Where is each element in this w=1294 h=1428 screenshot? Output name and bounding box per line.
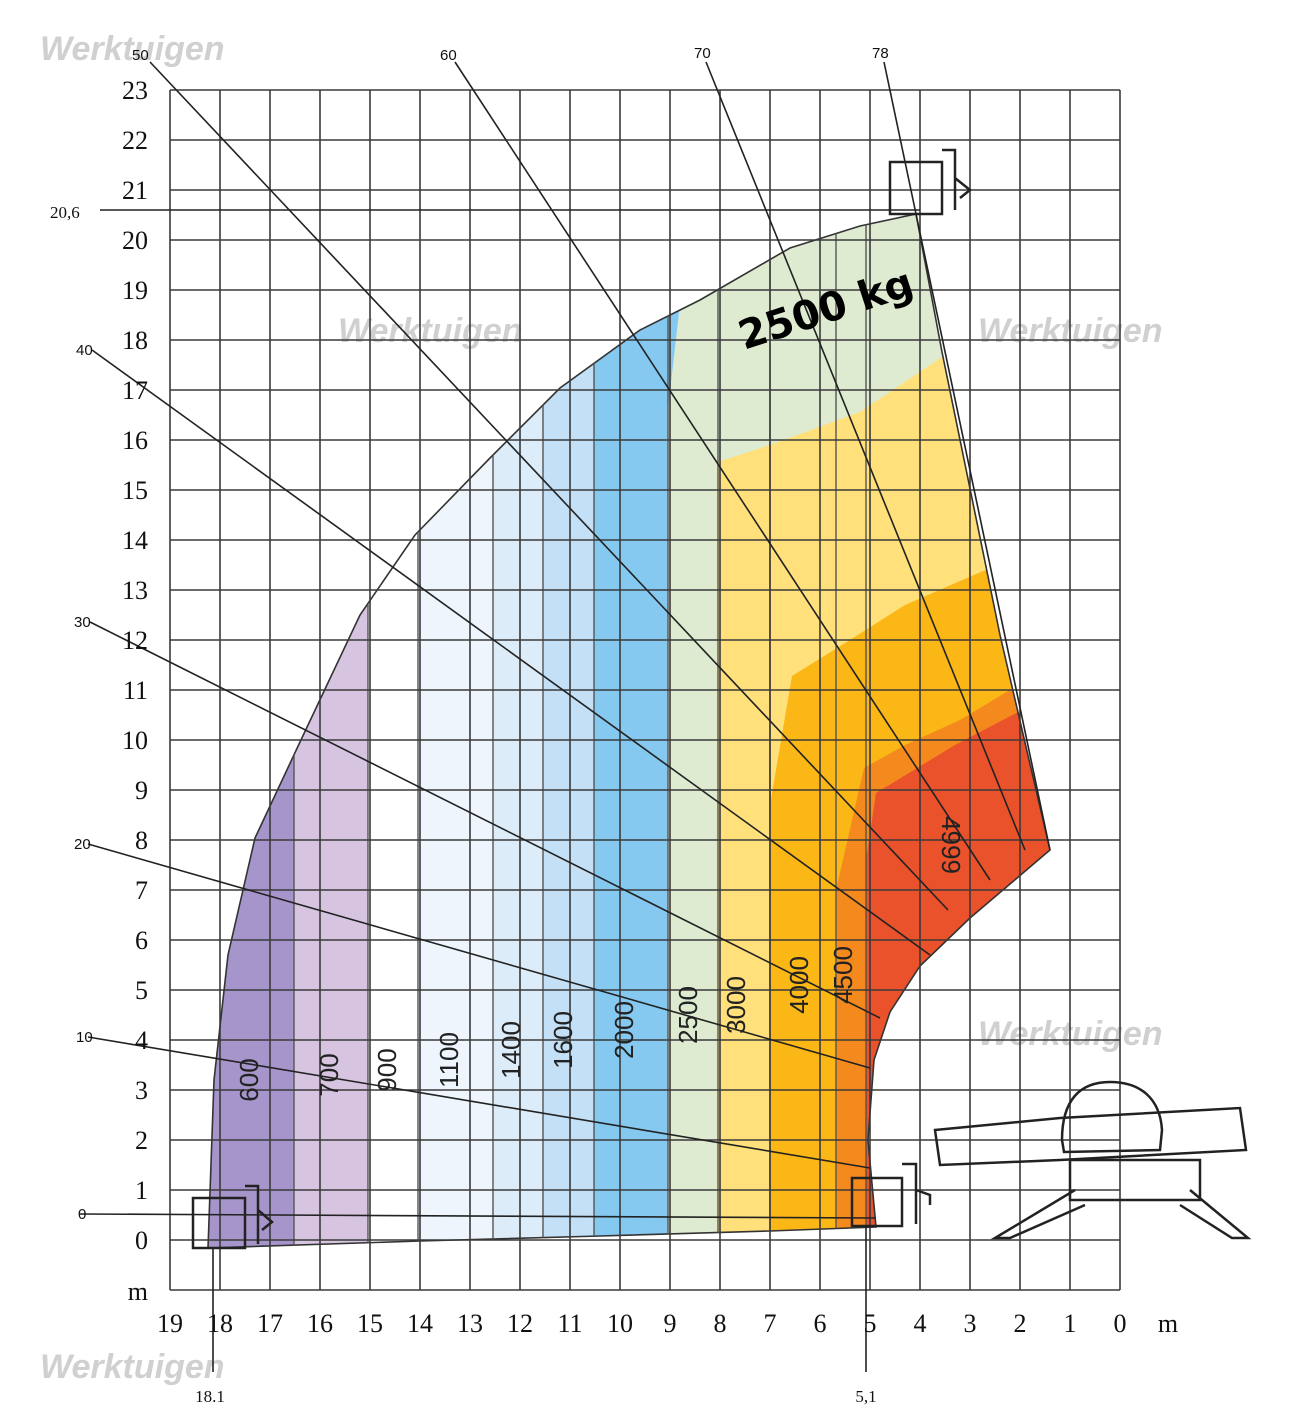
machine-fork-right — [850, 1162, 932, 1228]
x-tick-label: 4 — [914, 1309, 927, 1338]
boom-angle-line-78 — [883, 61, 1051, 851]
x-tick-label: 5 — [864, 1309, 877, 1338]
y-tick-label: 16 — [122, 426, 148, 455]
boom-angle-line-30 — [89, 621, 881, 1019]
machine-cab — [1060, 1080, 1164, 1154]
y-tick-label: 2 — [135, 1126, 148, 1155]
x-tick-label: 2 — [1014, 1309, 1027, 1338]
boom-angle-label-70: 70 — [694, 45, 711, 62]
y-tick-label: 3 — [135, 1076, 148, 1105]
y-tick-label: 10 — [122, 726, 148, 755]
boom-angle-label-40: 40 — [76, 342, 93, 359]
boom-angle-line-40 — [91, 349, 931, 956]
x-tick-label: 16 — [307, 1309, 333, 1338]
y-tick-label: 4 — [135, 1026, 148, 1055]
boom-angle-line-60 — [454, 61, 991, 881]
boom-angle-line-10 — [87, 1036, 871, 1169]
x-tick-label: 15 — [357, 1309, 383, 1338]
watermark: Werktuigen — [338, 312, 523, 350]
boom-angle-label-78: 78 — [872, 45, 889, 62]
zone-1600 — [543, 214, 594, 1248]
min-reach-label: 5,1 — [855, 1387, 876, 1406]
boom-angle-line-50 — [149, 61, 949, 911]
capacity-label-4000: 4000 — [784, 956, 814, 1014]
zone-1100 — [418, 214, 493, 1248]
x-tick-label: 14 — [407, 1309, 433, 1338]
y-tick-label: 14 — [122, 526, 148, 555]
boom-angle-label-30: 30 — [74, 614, 91, 631]
x-tick-label: 9 — [664, 1309, 677, 1338]
x-tick-label: 0 — [1114, 1309, 1127, 1338]
boom-angle-line-20 — [87, 843, 871, 1069]
y-tick-label: 23 — [122, 76, 148, 105]
x-tick-label: 17 — [257, 1309, 283, 1338]
capacity-label-900: 900 — [372, 1048, 402, 1091]
zone-600 — [208, 214, 294, 1248]
y-tick-label: 9 — [135, 776, 148, 805]
y-tick-label: 17 — [122, 376, 148, 405]
zone-900 — [368, 214, 418, 1248]
machine-boom-base — [933, 1106, 1248, 1167]
y-tick-label: 21 — [122, 176, 148, 205]
watermark: Werktuigen — [40, 1348, 225, 1386]
capacity-label-2500: 2500 — [673, 986, 703, 1044]
x-tick-label: 1 — [1064, 1309, 1077, 1338]
y-tick-label: 15 — [122, 476, 148, 505]
x-unit-label: m — [1158, 1309, 1178, 1338]
y-tick-label: 13 — [122, 576, 148, 605]
zone-700 — [294, 214, 368, 1248]
y-tick-label: 6 — [135, 926, 148, 955]
capacity-label-600: 600 — [234, 1058, 264, 1101]
capacity-label-1100: 1100 — [434, 1032, 464, 1088]
x-tick-label: 19 — [157, 1309, 183, 1338]
y-tick-label: 18 — [122, 326, 148, 355]
machine-chassis — [1068, 1158, 1202, 1202]
zone-1400 — [493, 214, 543, 1248]
capacity-label-2000: 2000 — [609, 1001, 639, 1059]
y-tick-label: 7 — [135, 876, 148, 905]
capacity-label-1600: 1600 — [548, 1011, 578, 1069]
x-tick-label: 6 — [814, 1309, 827, 1338]
x-tick-label: 18 — [207, 1309, 233, 1338]
x-tick-label: 12 — [507, 1309, 533, 1338]
max-reach-label: 18.1 — [195, 1387, 225, 1406]
y-tick-label: 12 — [122, 626, 148, 655]
x-tick-label: 13 — [457, 1309, 483, 1338]
capacity-label-700: 700 — [314, 1053, 344, 1096]
y-tick-label: 5 — [135, 976, 148, 1005]
boom-angle-label-60: 60 — [440, 47, 457, 64]
capacity-label-3000: 3000 — [721, 976, 751, 1034]
machine-outrigger-left — [990, 1188, 1086, 1240]
y-tick-label: 11 — [123, 676, 148, 705]
y-tick-label: 8 — [135, 826, 148, 855]
y-tick-label: 19 — [122, 276, 148, 305]
boom-angle-line-70 — [705, 61, 1026, 851]
capacity-label-4999: 4999 — [936, 816, 966, 874]
y-tick-label: 0 — [135, 1226, 148, 1255]
boom-angle-label-20: 20 — [74, 836, 91, 853]
capacity-label-4500: 4500 — [828, 946, 858, 1004]
machine-fork-left — [191, 1184, 274, 1250]
boom-angle-label-50: 50 — [132, 47, 149, 64]
x-tick-label: 11 — [557, 1309, 582, 1338]
x-tick-label: 10 — [607, 1309, 633, 1338]
boom-angle-label-10: 10 — [76, 1029, 93, 1046]
y-unit-label: m — [128, 1277, 148, 1306]
max-height-label: 20,6 — [50, 203, 80, 222]
boom-angle-label-0: 0 — [78, 1206, 86, 1223]
capacity-label-1400: 1400 — [496, 1021, 526, 1079]
machine-outrigger-right — [1179, 1189, 1252, 1240]
telehandler-machine — [191, 148, 1252, 1250]
x-tick-label: 3 — [964, 1309, 977, 1338]
boom-angle-line-0 — [79, 1213, 877, 1219]
x-tick-label: 8 — [714, 1309, 727, 1338]
y-tick-label: 22 — [122, 126, 148, 155]
watermark: Werktuigen — [40, 30, 225, 68]
machine-fork-top — [888, 148, 973, 216]
y-tick-label: 1 — [135, 1176, 148, 1205]
x-tick-label: 7 — [764, 1309, 777, 1338]
y-tick-label: 20 — [122, 226, 148, 255]
